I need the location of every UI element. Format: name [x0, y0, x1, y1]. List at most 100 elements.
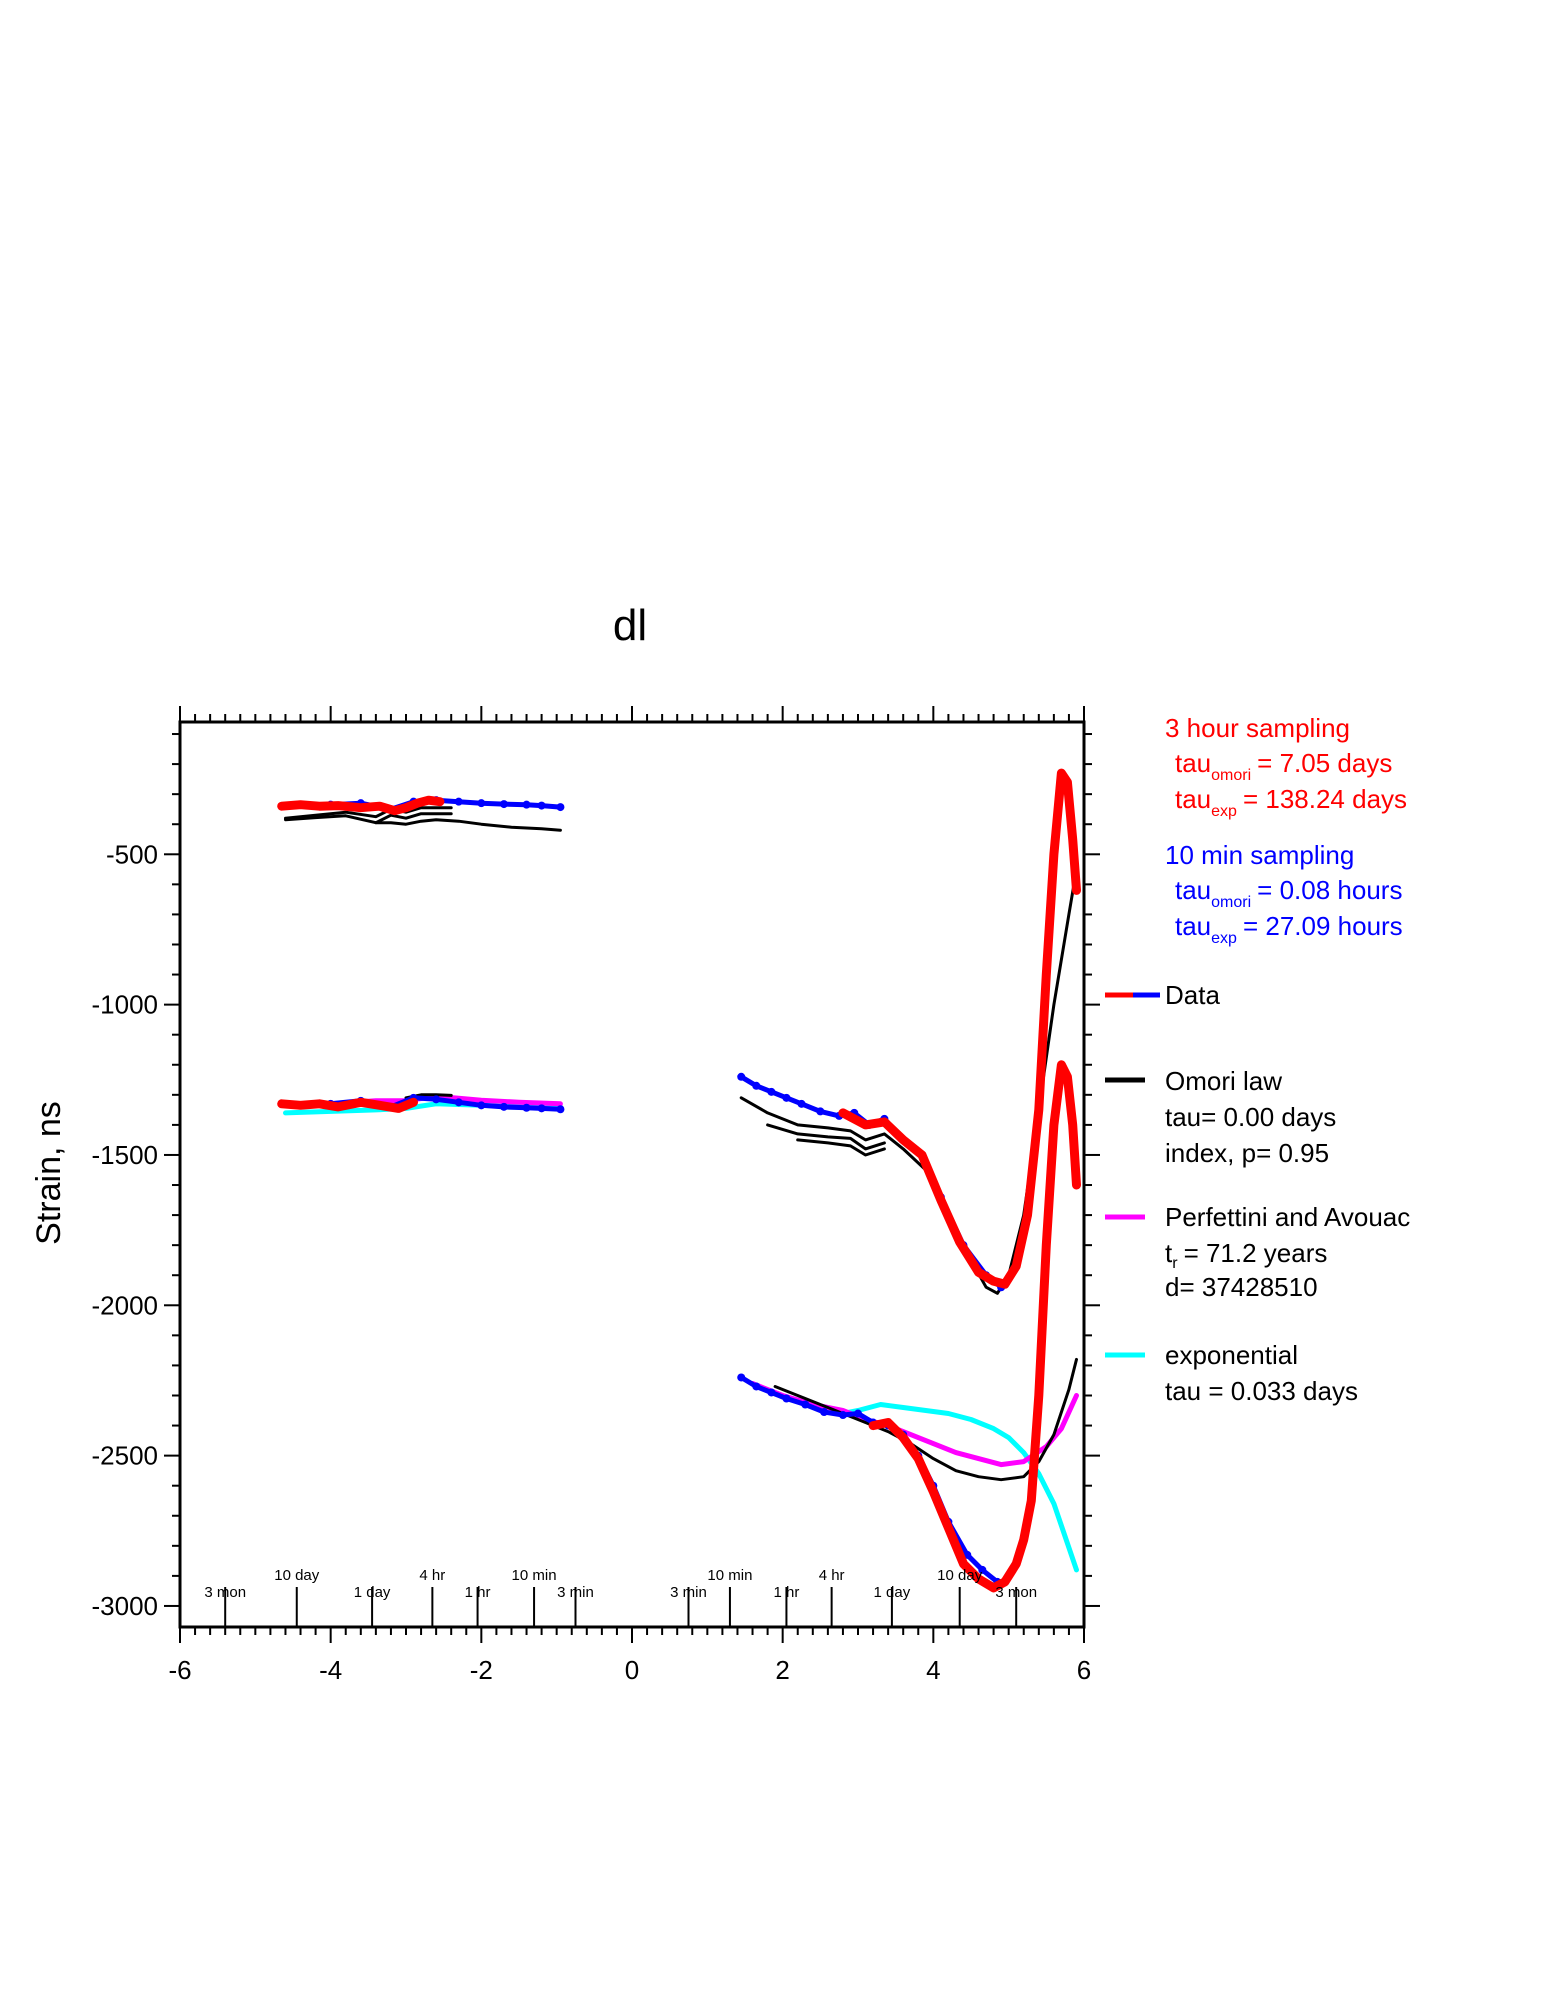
data-point [522, 800, 531, 809]
data-point [556, 1105, 565, 1114]
time-label-upper: 10 min [512, 1567, 557, 1584]
tau-word: tau [1175, 784, 1211, 814]
time-label-lower: 3 min [670, 1584, 707, 1601]
series-line-14 [796, 1138, 886, 1157]
plot-area-frame [178, 720, 1086, 1629]
red-tau-exp-value: = 138.24 days [1243, 784, 1407, 814]
data-point [978, 1565, 987, 1574]
legend-exponential-tau: tau = 0.033 days [1165, 1376, 1358, 1406]
red-sampling-header: 3 hour sampling [1165, 713, 1350, 743]
data-point [782, 1394, 791, 1403]
subscript-r: r [1172, 1255, 1178, 1272]
legend-label-perfettini: Perfettini and Avouac [1165, 1202, 1410, 1232]
time-label-upper: 10 min [707, 1567, 752, 1584]
axis-ticks [164, 706, 1100, 1643]
data-point [454, 1098, 463, 1107]
time-label-upper: 10 day [937, 1567, 983, 1584]
time-scale-labels: 10 day 4 hr 10 min 10 min 4 hr 10 day 3 mon 1 d… [204, 1567, 1037, 1627]
data-point [499, 1102, 508, 1111]
series-line-16 [868, 1060, 1081, 1593]
data-point [537, 1104, 546, 1113]
x-tick-label: -4 [319, 1655, 342, 1685]
series-line-13 [766, 1123, 886, 1151]
data-point [782, 1093, 791, 1102]
y-axis-label: Strain, ns [30, 1101, 68, 1245]
time-label-lower: 1 hr [774, 1584, 800, 1601]
y-tick-label: -2500 [92, 1441, 159, 1471]
data-point [820, 1408, 829, 1417]
axis-tick-labels: -6 -4 -2 0 2 4 6 -500 -1000 -1500 -2000 -2500 -3000 [92, 839, 1092, 1685]
blue-tau-omori: tauomori = 0.08 hours [1175, 875, 1402, 911]
data-point [752, 1081, 761, 1090]
y-tick-label: -500 [106, 839, 158, 869]
data-point [737, 1072, 746, 1081]
legend-omori-index: index, p= 0.95 [1165, 1138, 1329, 1168]
legend-perfettini-tr-value: = 71.2 years [1184, 1238, 1328, 1268]
series-line-19 [840, 1402, 1079, 1573]
series-line-17 [773, 1357, 1078, 1482]
t-prefix: t [1165, 1238, 1173, 1268]
red-tau-omori-value: = 7.05 days [1257, 748, 1392, 778]
subscript-omori: omori [1211, 894, 1251, 911]
legend-item-perfettini: Perfettini and Avouac tr = 71.2 years d= … [1105, 1202, 1410, 1302]
time-label-upper: 4 hr [419, 1567, 445, 1584]
data-point [797, 1099, 806, 1108]
y-tick-label: -1000 [92, 990, 159, 1020]
blue-sampling-annotation: 10 min sampling tauomori = 0.08 hours tau… [1165, 840, 1403, 947]
legend: Data Omori law tau= 0.00 days index, p= … [1105, 980, 1410, 1406]
legend-item-exponential: exponential tau = 0.033 days [1105, 1340, 1358, 1406]
blue-tau-exp-value: = 27.09 hours [1243, 911, 1403, 941]
x-tick-label: 4 [926, 1655, 940, 1685]
data-point [537, 801, 546, 810]
time-label-lower: 1 day [874, 1584, 911, 1601]
data-point [499, 800, 508, 809]
data-point [816, 1107, 825, 1116]
x-tick-label: 2 [775, 1655, 789, 1685]
data-point [477, 799, 486, 808]
time-label-lower: 3 mon [204, 1584, 246, 1601]
y-tick-label: -1500 [92, 1140, 159, 1170]
legend-perfettini-d: d= 37428510 [1165, 1272, 1318, 1302]
red-tau-omori: tauomori = 7.05 days [1175, 748, 1392, 784]
blue-tau-omori-value: = 0.08 hours [1257, 875, 1402, 905]
subscript-exp: exp [1211, 803, 1237, 820]
legend-item-data: Data [1105, 980, 1220, 1010]
x-tick-label: 6 [1077, 1655, 1091, 1685]
subscript-omori: omori [1211, 767, 1251, 784]
legend-label-exponential: exponential [1165, 1340, 1298, 1370]
series-line-5 [277, 1097, 418, 1113]
y-tick-label: -2000 [92, 1290, 159, 1320]
legend-item-omori: Omori law tau= 0.00 days index, p= 0.95 [1105, 1066, 1336, 1168]
data-point [801, 1400, 810, 1409]
data-point [752, 1382, 761, 1391]
tau-word: tau [1175, 875, 1211, 905]
x-tick-label: 0 [625, 1655, 639, 1685]
subscript-exp: exp [1211, 930, 1237, 947]
data-point [556, 803, 565, 812]
x-tick-label: -2 [470, 1655, 493, 1685]
time-label-lower: 3 mon [995, 1584, 1037, 1601]
time-label-lower: 1 day [354, 1584, 391, 1601]
blue-tau-exp: tauexp = 27.09 hours [1175, 911, 1403, 947]
legend-label-data: Data [1165, 980, 1220, 1010]
data-point [477, 1101, 486, 1110]
red-sampling-annotation: 3 hour sampling tauomori = 7.05 days taue… [1165, 713, 1407, 820]
time-label-lower: 3 min [557, 1584, 594, 1601]
tau-word: tau [1175, 748, 1211, 778]
data-point [838, 1411, 847, 1420]
data-point [454, 797, 463, 806]
y-tick-label: -3000 [92, 1591, 159, 1621]
series-line-3 [284, 812, 453, 825]
blue-sampling-header: 10 min sampling [1165, 840, 1354, 870]
legend-omori-tau: tau= 0.00 days [1165, 1102, 1336, 1132]
data-point [737, 1373, 746, 1382]
data-point [432, 1095, 441, 1104]
chart-title: dl [613, 601, 647, 650]
time-label-upper: 10 day [274, 1567, 320, 1584]
series-line-0 [277, 795, 445, 816]
data-point [767, 1087, 776, 1096]
time-label-lower: 1 hr [465, 1584, 491, 1601]
tau-word: tau [1175, 911, 1211, 941]
data-point [767, 1388, 776, 1397]
